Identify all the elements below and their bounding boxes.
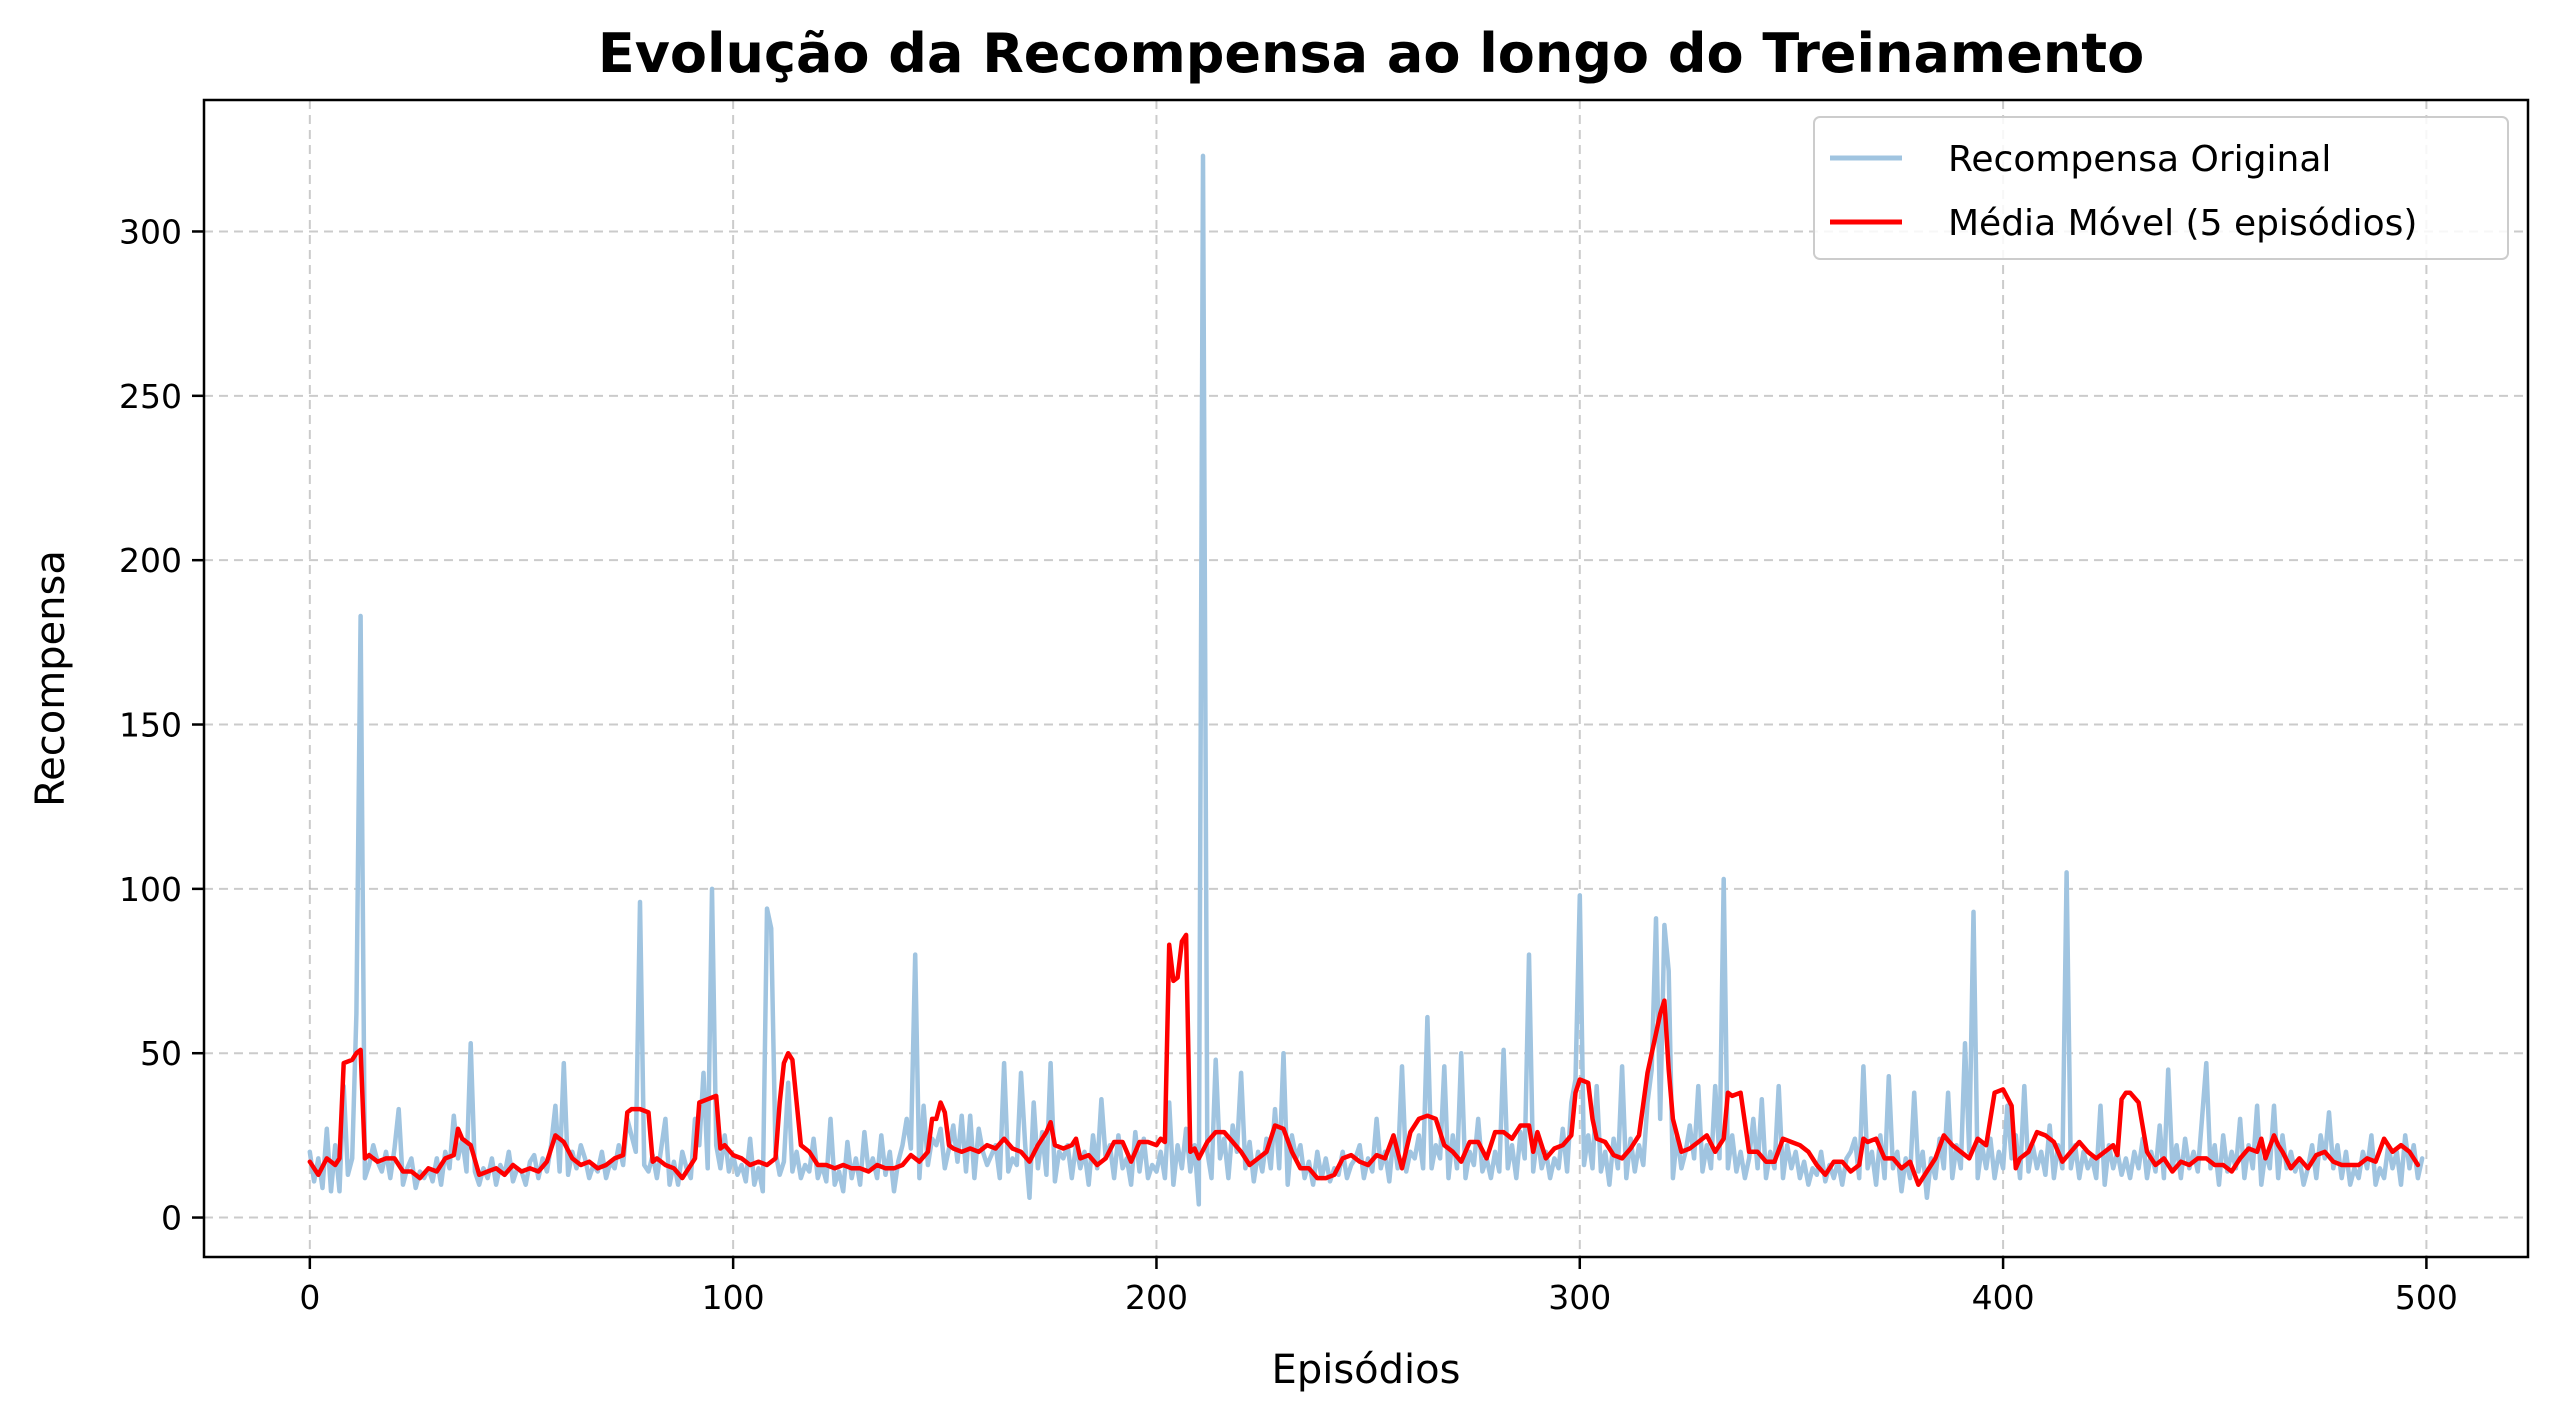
x-axis-label: Episódios: [1272, 1347, 1461, 1393]
y-tick-label: 50: [140, 1034, 182, 1073]
grid: [204, 100, 2528, 1257]
x-tick-label: 100: [702, 1278, 765, 1317]
x-tick-label: 500: [2395, 1278, 2458, 1317]
y-tick-label: 250: [119, 377, 182, 416]
x-tick-label: 400: [1972, 1278, 2035, 1317]
legend-label-moving-average: Média Móvel (5 episódios): [1948, 203, 2417, 244]
y-tick-label: 300: [119, 212, 182, 251]
y-tick-label: 0: [161, 1199, 182, 1238]
y-tick-label: 200: [119, 541, 182, 580]
x-tick-label: 300: [1548, 1278, 1611, 1317]
ticks: 0 100 200 300 400 500 0 50 100 150 200 250 300: [119, 212, 2458, 1317]
x-tick-label: 200: [1125, 1278, 1188, 1317]
plot-frame: [202, 98, 2530, 1259]
chart-title: Evolução da Recompensa ao longo do Trein…: [598, 22, 2144, 85]
series-layer: [307, 153, 2425, 1207]
legend-label-original: Recompensa Original: [1948, 139, 2331, 180]
x-tick-label: 0: [299, 1278, 320, 1317]
series-line-original: [307, 153, 2425, 1207]
y-tick-label: 100: [119, 870, 182, 909]
legend: Recompensa Original Média Móvel (5 episó…: [1813, 116, 2509, 260]
series-line-moving-average: [307, 932, 2421, 1187]
y-tick-label: 150: [119, 706, 182, 745]
legend-box: [1813, 116, 2509, 260]
y-axis-label: Recompensa: [28, 550, 74, 807]
